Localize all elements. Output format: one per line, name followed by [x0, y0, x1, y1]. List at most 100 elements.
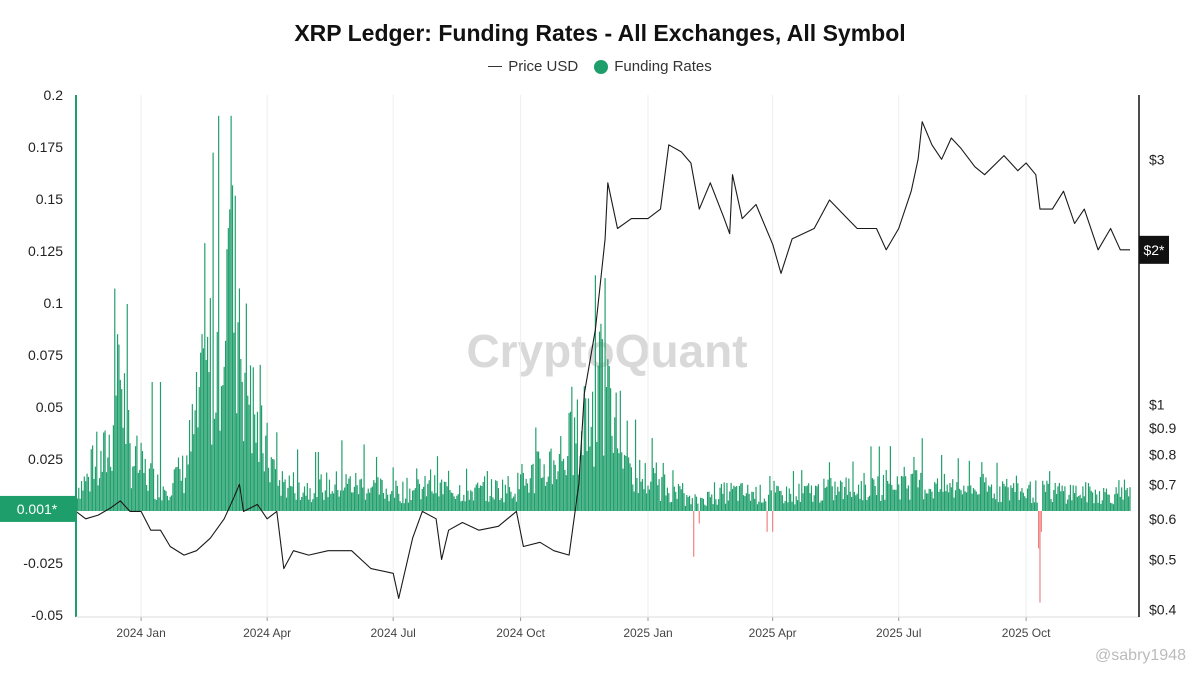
- funding-bar: [756, 504, 759, 511]
- funding-bar: [1107, 494, 1109, 511]
- funding-bar: [806, 485, 808, 511]
- funding-bar: [911, 473, 914, 511]
- funding-bar: [348, 478, 350, 511]
- right-tick-label: $0.4: [1149, 601, 1176, 617]
- legend-item-funding[interactable]: Funding Rates: [594, 58, 712, 75]
- funding-bar: [857, 484, 860, 511]
- funding-bar: [773, 480, 775, 511]
- funding-bar: [442, 494, 444, 511]
- funding-bar: [605, 386, 608, 511]
- funding-bar: [589, 446, 591, 511]
- funding-bar: [78, 487, 80, 511]
- funding-bar: [315, 452, 317, 511]
- funding-bar: [1011, 488, 1013, 511]
- funding-bar: [146, 484, 148, 511]
- funding-bar: [345, 474, 347, 511]
- funding-bar: [540, 478, 542, 511]
- funding-bar: [895, 489, 897, 511]
- funding-bar: [128, 410, 130, 511]
- funding-bar: [551, 484, 554, 511]
- funding-bar: [995, 499, 997, 511]
- funding-bar: [1064, 486, 1066, 511]
- funding-bar: [290, 485, 292, 511]
- funding-bar: [369, 492, 371, 511]
- funding-bar: [946, 484, 948, 511]
- funding-bar: [873, 479, 875, 511]
- funding-bar: [1035, 480, 1037, 511]
- funding-bar: [809, 493, 811, 511]
- funding-bar: [621, 452, 623, 511]
- funding-bar: [835, 495, 837, 511]
- funding-bar: [816, 486, 818, 511]
- funding-bar: [403, 503, 405, 511]
- funding-bar: [1100, 503, 1102, 511]
- funding-bar: [889, 446, 891, 511]
- funding-bar: [303, 486, 306, 511]
- funding-bar: [880, 500, 882, 511]
- funding-bar: [737, 500, 739, 511]
- funding-bar: [990, 484, 993, 511]
- funding-bar: [104, 430, 106, 511]
- funding-bar: [1097, 502, 1099, 511]
- funding-bar: [1069, 484, 1072, 511]
- funding-bar: [154, 498, 156, 511]
- legend-item-price[interactable]: Price USD: [488, 58, 578, 75]
- funding-bar: [929, 489, 932, 511]
- funding-bar: [842, 499, 844, 511]
- funding-bar: [1094, 489, 1096, 511]
- funding-bar: [148, 468, 150, 511]
- funding-bar: [86, 473, 88, 511]
- funding-bar: [650, 481, 652, 511]
- funding-bar: [677, 484, 680, 511]
- funding-bar: [723, 482, 725, 511]
- funding-bar: [833, 500, 835, 511]
- funding-bar: [810, 485, 813, 511]
- left-tick-label: 0.2: [44, 87, 64, 103]
- funding-bar: [489, 495, 491, 511]
- funding-bar: [1053, 489, 1055, 511]
- left-tick-label: 0.15: [36, 191, 63, 207]
- current-price-label: $2*: [1143, 242, 1165, 258]
- funding-bar: [827, 479, 829, 511]
- funding-bar: [327, 497, 329, 511]
- funding-bar: [305, 495, 307, 511]
- funding-bar: [754, 498, 756, 511]
- funding-bar: [755, 486, 757, 511]
- funding-bar: [655, 462, 657, 511]
- funding-bar: [941, 454, 943, 511]
- funding-bar: [364, 499, 367, 511]
- funding-bar: [1062, 491, 1065, 511]
- funding-bar: [601, 339, 603, 511]
- funding-bar: [277, 485, 279, 511]
- funding-bar: [528, 492, 530, 511]
- funding-bar: [375, 456, 378, 511]
- funding-bar: [405, 498, 407, 511]
- funding-bar: [965, 492, 968, 511]
- funding-bar: [567, 456, 569, 511]
- funding-bar: [486, 471, 488, 511]
- funding-bar: [200, 352, 202, 511]
- funding-bar: [92, 445, 94, 511]
- funding-bar: [751, 491, 753, 511]
- funding-bar: [121, 389, 123, 511]
- funding-bar: [459, 485, 461, 511]
- funding-bar: [902, 476, 904, 511]
- funding-bar: [284, 479, 286, 511]
- funding-bar: [179, 469, 181, 511]
- x-tick-label: 2024 Apr: [243, 626, 291, 640]
- funding-bar: [844, 486, 846, 511]
- funding-bar: [1126, 488, 1128, 511]
- funding-bar: [697, 503, 699, 511]
- credit-handle: @sabry1948: [1095, 647, 1186, 664]
- funding-bar: [590, 426, 592, 511]
- funding-bar: [651, 438, 653, 511]
- funding-bar: [194, 410, 196, 511]
- funding-bar: [939, 489, 941, 511]
- funding-bar: [767, 494, 770, 511]
- funding-bar: [713, 482, 716, 511]
- funding-bar: [169, 496, 171, 511]
- funding-bar: [1022, 492, 1024, 511]
- funding-bar: [292, 472, 295, 511]
- funding-bar: [920, 472, 922, 511]
